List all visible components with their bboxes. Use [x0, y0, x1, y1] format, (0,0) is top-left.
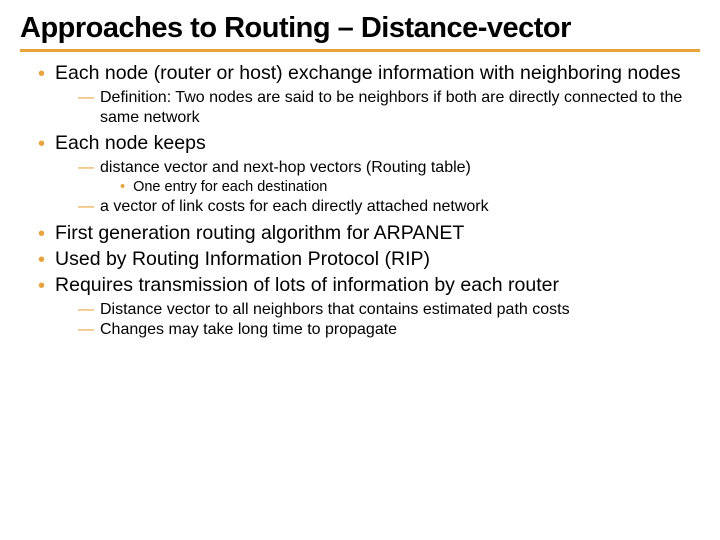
bullet-lvl1: • First generation routing algorithm for… — [38, 222, 700, 246]
bullet-dot-icon: • — [120, 179, 125, 196]
bullet-lvl2: — Changes may take long time to propagat… — [78, 320, 700, 340]
bullet-text: distance vector and next-hop vectors (Ro… — [100, 158, 471, 178]
bullet-dash-icon: — — [78, 158, 94, 178]
bullet-text: Requires transmission of lots of informa… — [55, 274, 559, 298]
bullet-dash-icon: — — [78, 320, 94, 340]
bullet-text: One entry for each destination — [133, 179, 327, 196]
bullet-text: First generation routing algorithm for A… — [55, 222, 464, 246]
bullet-lvl1: • Each node keeps — [38, 132, 700, 156]
bullet-text: a vector of link costs for each directly… — [100, 197, 489, 217]
bullet-dot-icon: • — [38, 222, 45, 246]
bullet-text: Distance vector to all neighbors that co… — [100, 300, 570, 320]
bullet-dot-icon: • — [38, 62, 45, 86]
slide-title: Approaches to Routing – Distance-vector — [20, 12, 700, 45]
bullet-lvl2: — Definition: Two nodes are said to be n… — [78, 88, 700, 127]
bullet-lvl1: • Requires transmission of lots of infor… — [38, 274, 700, 298]
bullet-dash-icon: — — [78, 197, 94, 217]
bullet-text: Definition: Two nodes are said to be nei… — [100, 88, 700, 127]
bullet-lvl2: — a vector of link costs for each direct… — [78, 197, 700, 217]
bullet-dot-icon: • — [38, 132, 45, 156]
bullet-dash-icon: — — [78, 300, 94, 320]
bullet-text: Each node keeps — [55, 132, 206, 156]
bullet-lvl2: — Distance vector to all neighbors that … — [78, 300, 700, 320]
bullet-lvl3: • One entry for each destination — [120, 179, 700, 196]
bullet-lvl1: • Used by Routing Information Protocol (… — [38, 248, 700, 272]
bullet-dash-icon: — — [78, 88, 94, 127]
bullet-lvl2: — distance vector and next-hop vectors (… — [78, 158, 700, 178]
bullet-text: Used by Routing Information Protocol (RI… — [55, 248, 430, 272]
bullet-dot-icon: • — [38, 248, 45, 272]
bullet-dot-icon: • — [38, 274, 45, 298]
title-underline — [20, 49, 700, 52]
bullet-text: Each node (router or host) exchange info… — [55, 62, 680, 86]
bullet-text: Changes may take long time to propagate — [100, 320, 397, 340]
bullet-lvl1: • Each node (router or host) exchange in… — [38, 62, 700, 86]
